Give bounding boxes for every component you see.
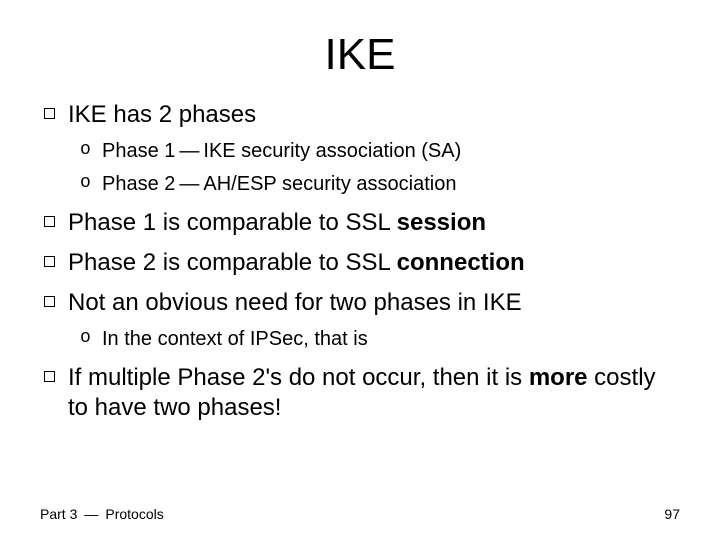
bullet-item: Phase 2 is comparable to SSL connection (40, 248, 680, 278)
sub-text-pre: Phase 1 (102, 140, 175, 162)
bullet-text-bold: session (397, 209, 486, 236)
footer-left: Part 3 Protocols (40, 506, 164, 522)
dash-icon (77, 506, 105, 522)
sub-text-pre: Phase 2 (102, 173, 175, 195)
bullet-list: IKE has 2 phases Phase 1 IKE security ass… (40, 100, 680, 423)
page-number: 97 (664, 506, 680, 522)
bullet-text-bold: connection (397, 249, 525, 276)
sub-text-post: AH/ESP security association (203, 173, 456, 195)
bullet-text-pre: Phase 2 is comparable to SSL (68, 249, 397, 276)
bullet-text: Not an obvious need for two phases in IK… (68, 289, 522, 316)
sub-item: Phase 1 IKE security association (SA) (78, 138, 680, 165)
slide-title: IKE (40, 30, 680, 80)
bullet-text: IKE has 2 phases (68, 101, 256, 128)
dash-icon (175, 138, 203, 165)
footer-left-pre: Part 3 (40, 506, 77, 522)
sub-text-post: IKE security association (SA) (203, 140, 461, 162)
bullet-item: Phase 1 is comparable to SSL session (40, 208, 680, 238)
sub-text: In the context of IPSec, that is (102, 328, 368, 350)
sub-list: Phase 1 IKE security association (SA) Pha… (78, 138, 680, 198)
bullet-item: If multiple Phase 2's do not occur, then… (40, 363, 680, 423)
sub-item: Phase 2 AH/ESP security association (78, 171, 680, 198)
bullet-item: Not an obvious need for two phases in IK… (40, 288, 680, 353)
bullet-item: IKE has 2 phases Phase 1 IKE security ass… (40, 100, 680, 198)
slide: IKE IKE has 2 phases Phase 1 IKE security… (0, 0, 720, 540)
dash-icon (175, 171, 203, 198)
footer-left-post: Protocols (105, 506, 163, 522)
sub-item: In the context of IPSec, that is (78, 326, 680, 353)
footer: Part 3 Protocols 97 (40, 506, 680, 522)
bullet-text-pre: If multiple Phase 2's do not occur, then… (68, 364, 529, 391)
bullet-text-pre: Phase 1 is comparable to SSL (68, 209, 397, 236)
sub-list: In the context of IPSec, that is (78, 326, 680, 353)
bullet-text-bold: more (529, 364, 588, 391)
